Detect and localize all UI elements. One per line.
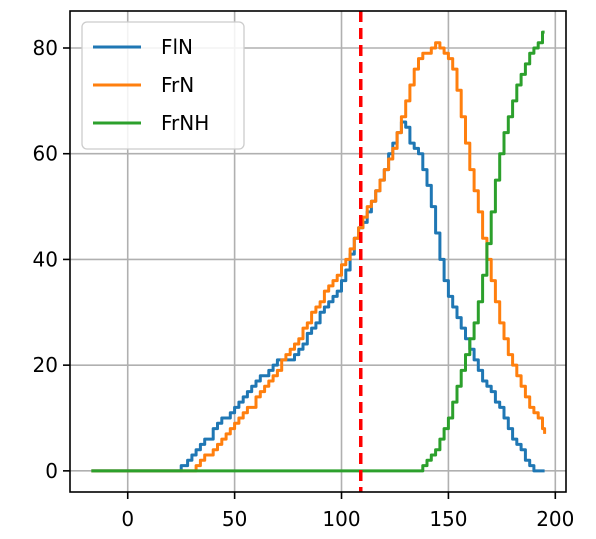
x-tick-label: 0 [121, 507, 134, 531]
legend-box [81, 21, 245, 150]
x-tick-label: 100 [322, 507, 360, 531]
series-line-frnh [91, 30, 545, 473]
legend: FlN FrN FrNH [81, 21, 245, 150]
series-line-fln [91, 120, 545, 473]
legend-label: FrN [161, 73, 194, 97]
series-lines [91, 30, 547, 473]
y-tick-label: 0 [45, 459, 58, 483]
x-tick-label: 200 [536, 507, 574, 531]
y-tick-label: 40 [33, 247, 58, 271]
y-tick-label: 60 [33, 142, 58, 166]
legend-label: FlN [161, 35, 193, 59]
y-tick-label: 20 [33, 353, 58, 377]
x-tick-label: 50 [222, 507, 247, 531]
x-tick-label: 150 [429, 507, 467, 531]
y-tick-label: 80 [33, 36, 58, 60]
legend-label: FrNH [161, 111, 209, 135]
axis-ticks: 0 50 100 150 200 0 20 40 60 80 [33, 36, 575, 531]
plot-frame [69, 10, 567, 493]
